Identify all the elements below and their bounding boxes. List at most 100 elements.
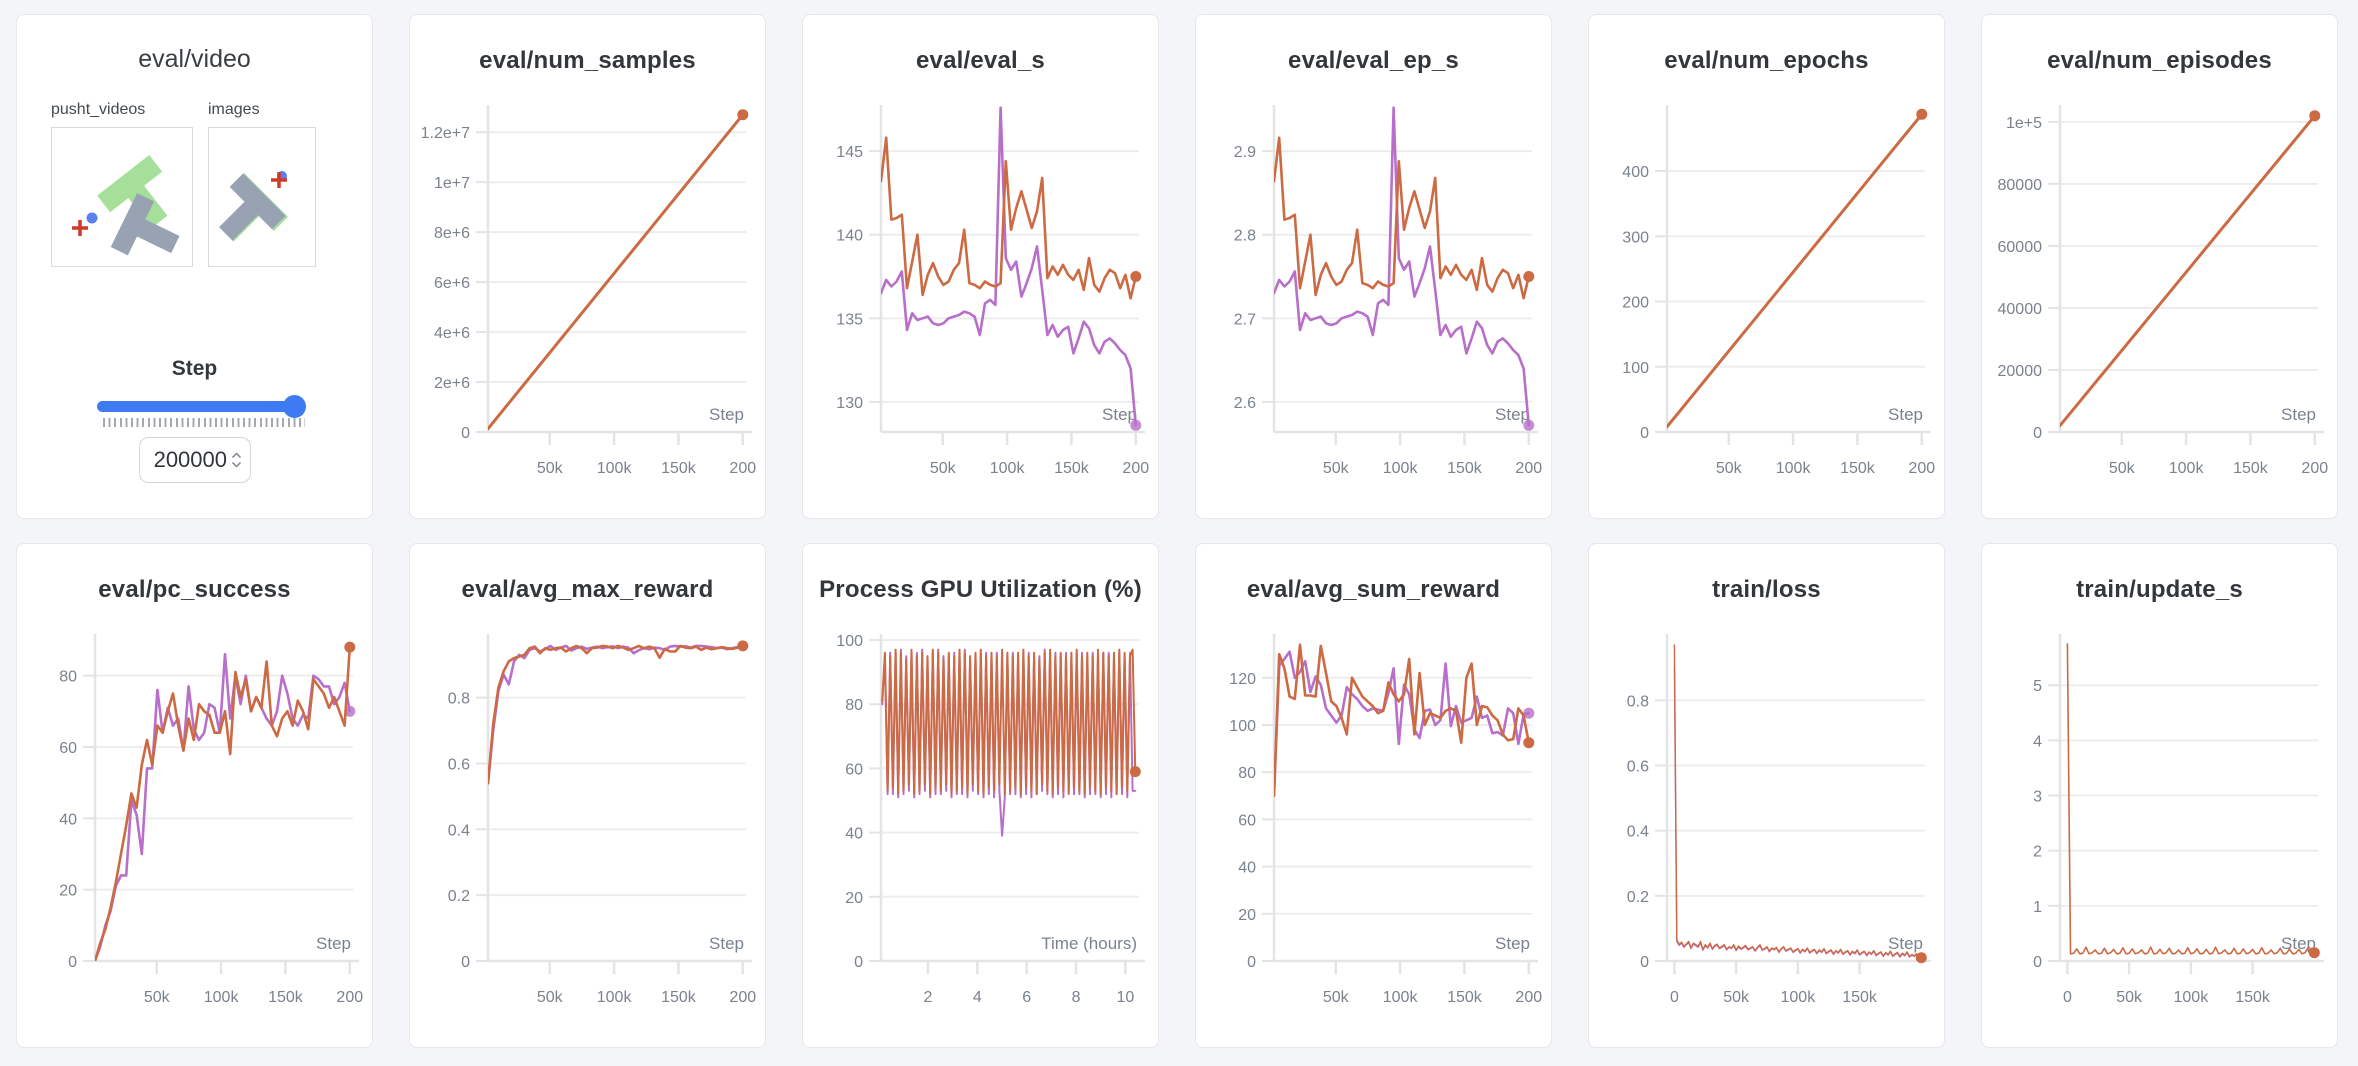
stepper-arrows[interactable]	[231, 452, 242, 468]
chart-panel-train-update-s: train/update_s 0 1 2 3 4 5 0 50k 100k 150k Step	[1981, 543, 2338, 1048]
x-tick-label: 2	[923, 989, 932, 1006]
y-tick-label: 0.6	[1627, 758, 1649, 775]
y-tick-label: 120	[1229, 671, 1256, 688]
thumbnail-label-pusht-videos: pusht_videos	[51, 101, 146, 118]
chart-plot[interactable]: 0 20 40 60 80 50k 100k 150k 200 Step	[17, 544, 373, 1048]
y-tick-label: 100	[1622, 360, 1649, 377]
x-tick-label: 4	[973, 989, 982, 1006]
x-tick-label: 150k	[1840, 460, 1876, 477]
chart-title: eval/num_samples	[479, 47, 696, 74]
series-line-orange	[881, 136, 1138, 300]
goal-cross-icon	[271, 172, 287, 188]
chart-panel-eval-num-episodes: eval/num_episodes 0 20000 40000 60000 80000 1e…	[1981, 14, 2338, 519]
chart-title: eval/num_epochs	[1664, 47, 1869, 74]
thumbnail-label-images: images	[208, 101, 260, 118]
y-tick-label: 20	[59, 883, 77, 900]
x-tick-label: 50k	[1723, 989, 1750, 1006]
chart-plot[interactable]: 0 0.2 0.4 0.6 0.8 0 50k 100k 150k Step	[1589, 544, 1945, 1048]
series-line-purple	[95, 653, 352, 961]
series-end-dot-orange	[1523, 737, 1535, 749]
x-tick-label: 100k	[1383, 989, 1419, 1006]
y-tick-label: 0	[2033, 425, 2042, 442]
y-tick-label: 40	[845, 826, 863, 843]
chart-panel-train-loss: train/loss 0 0.2 0.4 0.6 0.8 0 50k 100k 150k Step	[1588, 543, 1945, 1048]
y-tick-label: 40	[1238, 860, 1256, 877]
gray-t-shape	[219, 173, 286, 241]
pusht-video-thumbnail[interactable]	[51, 127, 193, 267]
chart-plot[interactable]: 2.6 2.7 2.8 2.9 50k 100k 150k 200 Step	[1196, 15, 1552, 519]
series-end-dot-orange	[737, 640, 749, 652]
x-axis-label: Step	[2281, 405, 2316, 424]
x-tick-label: 6	[1022, 989, 1031, 1006]
x-tick-label: 100k	[990, 460, 1026, 477]
x-tick-label: 200	[1908, 460, 1935, 477]
y-tick-label: 2.6	[1234, 395, 1256, 412]
x-tick-label: 100k	[1776, 460, 1812, 477]
chevron-down-icon[interactable]	[231, 461, 242, 468]
chevron-up-icon[interactable]	[231, 452, 242, 459]
y-tick-label: 3	[2033, 789, 2042, 806]
chart-panel-eval-avg-sum-reward: eval/avg_sum_reward 0 20 40 60 80 100 120 50k 100…	[1195, 543, 1552, 1048]
series-line-purple	[881, 106, 1138, 427]
x-tick-label: 0	[2063, 989, 2072, 1006]
chart-panel-process-gpu-utilization-: Process GPU Utilization (%) 0 20 40 60 80 100 2…	[802, 543, 1159, 1048]
x-tick-label: 50k	[2109, 460, 2136, 477]
step-slider-thumb[interactable]	[283, 395, 306, 418]
y-tick-label: 0.6	[448, 756, 470, 773]
x-tick-label: 150k	[1447, 989, 1483, 1006]
chart-plot[interactable]: 0 20 40 60 80 100 2 4 6 8 10 Time (hours)	[803, 544, 1159, 1048]
y-tick-label: 0.4	[448, 822, 470, 839]
series-line-orange	[881, 648, 1137, 796]
y-tick-label: 60	[59, 740, 77, 757]
chart-title: eval/eval_ep_s	[1288, 47, 1459, 74]
y-tick-label: 0	[461, 954, 470, 971]
y-tick-label: 40000	[1998, 301, 2043, 318]
series-end-dot-purple	[1523, 419, 1535, 431]
y-tick-label: 200	[1622, 295, 1649, 312]
y-tick-label: 2.7	[1234, 311, 1256, 328]
video-panel-title: eval/video	[138, 45, 251, 73]
chart-plot[interactable]: 0 20000 40000 60000 80000 1e+5 50k 100k 150k 200 S…	[1982, 15, 2338, 519]
y-tick-label: 60	[1238, 812, 1256, 829]
y-tick-label: 0	[461, 425, 470, 442]
chart-panel-eval-eval-ep-s: eval/eval_ep_s 2.6 2.7 2.8 2.9 50k 100k 150k 200…	[1195, 14, 1552, 519]
panel-eval-video: eval/video pusht_videos images	[16, 14, 373, 519]
step-slider-track[interactable]	[97, 401, 297, 412]
x-tick-label: 200	[336, 989, 363, 1006]
chart-plot[interactable]: 0 100 200 300 400 50k 100k 150k 200 Step	[1589, 15, 1945, 519]
y-tick-label: 20	[1238, 907, 1256, 924]
y-tick-label: 0.8	[1627, 693, 1649, 710]
x-tick-label: 50k	[144, 989, 171, 1006]
chart-plot[interactable]: 130 135 140 145 50k 100k 150k 200 Step	[803, 15, 1159, 519]
x-tick-label: 100k	[1781, 989, 1817, 1006]
x-tick-label: 100k	[597, 460, 633, 477]
chart-panel-eval-num-samples: eval/num_samples 0 2e+6 4e+6 6e+6 8e+6 1e+7 1.2…	[409, 14, 766, 519]
chart-panel-eval-eval-s: eval/eval_s 130 135 140 145 50k 100k 150k 200 Ste…	[802, 14, 1159, 519]
x-axis-label: Step	[1495, 405, 1530, 424]
x-axis-label: Step	[1888, 405, 1923, 424]
chart-plot[interactable]: 0 20 40 60 80 100 120 50k 100k 150k 200 Step	[1196, 544, 1552, 1048]
series-line-orange	[488, 113, 745, 431]
chart-plot[interactable]: 0 0.2 0.4 0.6 0.8 50k 100k 150k 200 Step	[410, 544, 766, 1048]
step-number-input[interactable]: 200000	[139, 437, 251, 483]
images-thumbnail[interactable]	[208, 127, 316, 267]
y-tick-label: 20000	[1998, 363, 2043, 380]
series-line-orange	[1673, 644, 1922, 959]
y-tick-label: 145	[836, 144, 863, 161]
y-tick-label: 2.9	[1234, 144, 1256, 161]
y-tick-label: 5	[2033, 678, 2042, 695]
chart-title: eval/avg_max_reward	[461, 576, 714, 603]
series-end-dot-orange	[344, 641, 356, 653]
y-tick-label: 0	[1247, 954, 1256, 971]
series-end-dot-orange	[1916, 108, 1928, 120]
y-tick-label: 80	[845, 697, 863, 714]
chart-plot[interactable]: 0 2e+6 4e+6 6e+6 8e+6 1e+7 1.2e+7 50k 100k 150k 20…	[410, 15, 766, 519]
series-end-dot-orange	[1129, 766, 1141, 778]
y-tick-label: 0.4	[1627, 824, 1649, 841]
y-tick-label: 1.2e+7	[421, 125, 470, 142]
x-tick-label: 200	[2301, 460, 2328, 477]
series-end-dot-orange	[1915, 952, 1927, 964]
series-end-dot-orange	[1130, 271, 1142, 282]
x-tick-label: 50k	[537, 989, 564, 1006]
